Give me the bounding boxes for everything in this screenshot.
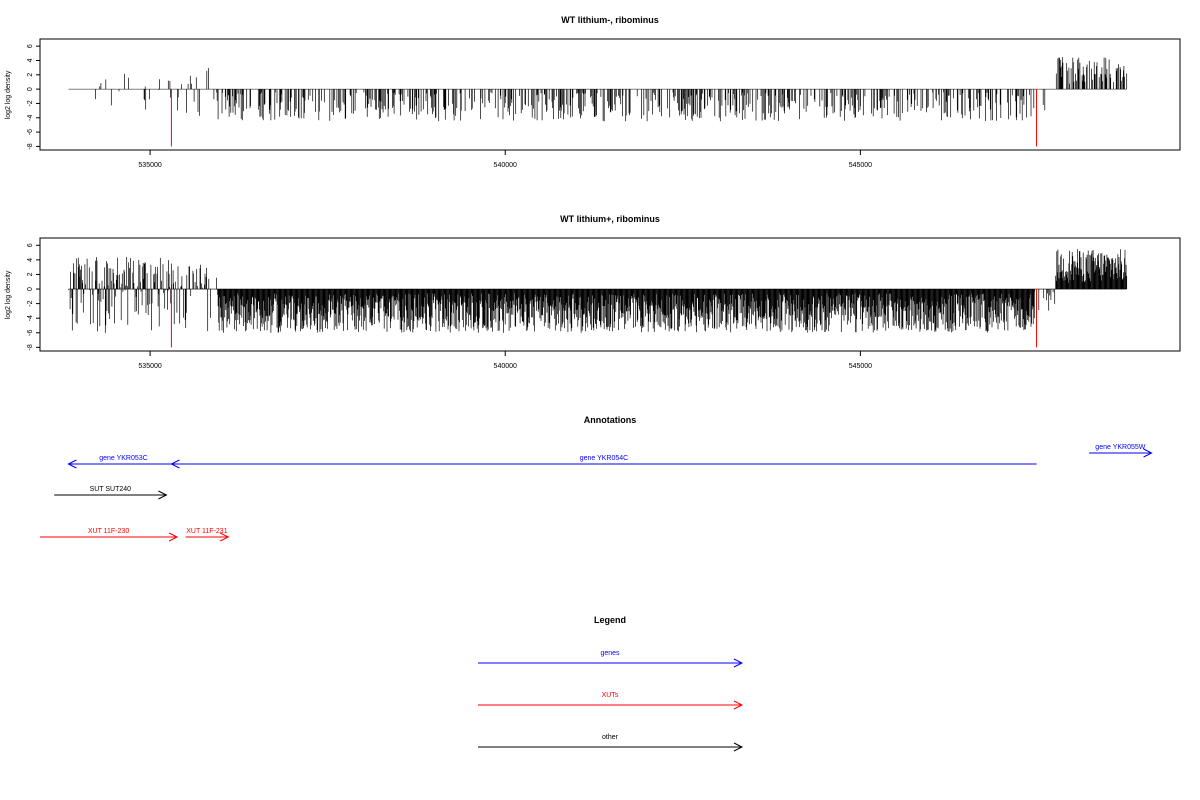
x-tick-label: 540000 xyxy=(494,162,517,169)
y-tick-label: 6 xyxy=(27,243,34,247)
y-axis-label: log2 log density xyxy=(5,270,12,319)
feature-label: gene YKR053C xyxy=(99,455,148,462)
plot-frame xyxy=(39,38,1181,151)
y-axis: 6 4 2 0 -2 -4 -6 -8 xyxy=(27,243,40,350)
feature-label: SUT SUT240 xyxy=(90,486,132,493)
legend-label: XUTs xyxy=(602,692,619,699)
feature-other: SUT SUT240 xyxy=(54,486,168,500)
arrow-head-icon xyxy=(67,459,77,469)
feature-gene: gene YKR054C xyxy=(170,455,1037,469)
feature-xut: XUT 11F-230 xyxy=(40,528,179,542)
arrow-head-icon xyxy=(168,532,179,542)
y-tick-label: -4 xyxy=(27,115,34,121)
coverage-bars xyxy=(68,249,1128,333)
y-tick-label: -8 xyxy=(27,344,34,350)
annotations-track: Annotations gene YKR053C gene YKR054Cgene… xyxy=(40,415,1153,542)
panel-title: WT lithium-, ribominus xyxy=(561,15,659,25)
feature-arrows: gene YKR053C gene YKR054C gene YKR055W SUT … xyxy=(40,444,1153,542)
legend-item-gene: genes xyxy=(478,650,744,668)
y-tick-label: -2 xyxy=(27,100,34,106)
arrow-head-icon xyxy=(170,459,180,469)
y-tick-label: 0 xyxy=(27,87,34,91)
y-tick-label: 4 xyxy=(27,258,34,262)
y-tick-label: -6 xyxy=(27,330,34,336)
legend-items: genes XUTs other xyxy=(478,650,744,752)
legend-label: other xyxy=(602,734,619,741)
legend-title: Legend xyxy=(594,615,626,625)
y-tick-label: 2 xyxy=(27,73,34,77)
y-tick-label: 2 xyxy=(27,272,34,276)
arrow-head-icon xyxy=(1143,448,1153,458)
x-axis: 535000 540000 545000 xyxy=(138,351,872,370)
annotations-title: Annotations xyxy=(584,415,637,425)
feature-label: XUT 11F-231 xyxy=(186,528,227,535)
coverage-panel-lithium-minus: WT lithium-, ribominus log2 log density … xyxy=(5,15,1181,169)
x-axis: 535000 540000 545000 xyxy=(138,150,872,169)
arrow-head-icon xyxy=(158,490,168,500)
boundary-markers xyxy=(170,89,1038,147)
coverage-bars xyxy=(68,57,1128,122)
feature-label: gene YKR054C xyxy=(580,455,629,462)
arrow-head-icon xyxy=(733,658,744,668)
arrow-head-icon xyxy=(733,742,744,752)
legend: Legend genes XUTs other xyxy=(478,615,744,752)
legend-item-xut: XUTs xyxy=(478,692,744,710)
x-tick-label: 545000 xyxy=(849,363,872,370)
panel-title: WT lithium+, ribominus xyxy=(560,214,660,224)
feature-xut: XUT 11F-231 xyxy=(185,528,230,542)
arrow-head-icon xyxy=(220,532,230,542)
y-tick-label: 4 xyxy=(27,58,34,62)
feature-gene: gene YKR055W xyxy=(1089,444,1153,458)
y-tick-label: -6 xyxy=(27,129,34,135)
feature-label: gene YKR055W xyxy=(1095,444,1145,451)
y-tick-label: -4 xyxy=(27,315,34,321)
boundary-markers xyxy=(170,289,1038,348)
feature-label: XUT 11F-230 xyxy=(88,528,129,535)
arrow-head-icon xyxy=(733,700,744,710)
legend-item-other: other xyxy=(478,734,744,752)
x-tick-label: 535000 xyxy=(138,162,161,169)
y-tick-label: 6 xyxy=(27,44,34,48)
y-tick-label: 0 xyxy=(27,287,34,291)
x-tick-label: 535000 xyxy=(138,363,161,370)
y-tick-label: -2 xyxy=(27,300,34,306)
x-tick-label: 540000 xyxy=(494,363,517,370)
coverage-panel-lithium-plus: WT lithium+, ribominus log2 log density … xyxy=(5,214,1181,370)
x-tick-label: 545000 xyxy=(849,162,872,169)
legend-label: genes xyxy=(600,650,620,657)
y-axis: 6 4 2 0 -2 -4 -6 -8 xyxy=(27,44,40,150)
plot-frame xyxy=(39,237,1181,352)
y-axis-label: log2 log density xyxy=(5,70,12,119)
y-tick-label: -8 xyxy=(27,143,34,149)
feature-gene: gene YKR053C xyxy=(67,455,179,469)
